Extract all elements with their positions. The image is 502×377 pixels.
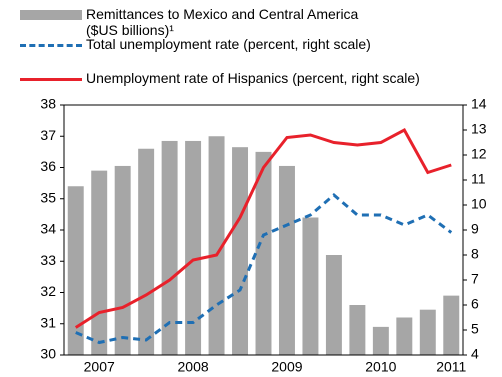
y-tick-label: 34 bbox=[40, 221, 56, 237]
bar bbox=[349, 305, 366, 355]
bar bbox=[419, 309, 436, 355]
x-tick-label: 2009 bbox=[271, 359, 302, 375]
bar bbox=[91, 170, 108, 355]
x-tick-label: 2010 bbox=[365, 359, 396, 375]
legend-swatch bbox=[20, 10, 82, 20]
y-tick-label: 31 bbox=[40, 314, 56, 330]
y2-tick-label: 11 bbox=[471, 171, 486, 187]
y2-tick-label: 8 bbox=[471, 246, 479, 262]
x-tick-label: 2008 bbox=[178, 359, 209, 375]
y-tick-label: 36 bbox=[40, 158, 56, 174]
bar bbox=[302, 217, 319, 355]
y2-tick-label: 4 bbox=[471, 346, 479, 362]
y2-tick-label: 12 bbox=[471, 146, 487, 162]
y2-tick-label: 14 bbox=[471, 96, 487, 112]
bar bbox=[372, 326, 389, 355]
bar bbox=[278, 165, 295, 355]
y2-tick-label: 13 bbox=[471, 121, 487, 137]
bar bbox=[208, 136, 225, 355]
bar bbox=[138, 148, 155, 355]
y2-tick-label: 10 bbox=[471, 196, 487, 212]
y-tick-label: 33 bbox=[40, 252, 56, 268]
bar bbox=[396, 317, 413, 355]
bar bbox=[255, 151, 272, 355]
bar bbox=[67, 186, 84, 355]
line bbox=[75, 193, 453, 345]
legend-label: Total unemployment rate (percent, right … bbox=[86, 36, 371, 52]
legend-label: Unemployment rate of Hispanics (percent,… bbox=[86, 70, 420, 86]
y-tick-label: 35 bbox=[40, 189, 56, 205]
x-tick-label: 2007 bbox=[84, 359, 115, 375]
x-tick-label: 2011 bbox=[436, 359, 466, 375]
legend-swatch bbox=[20, 78, 82, 81]
legend-label: Remittances to Mexico and Central Americ… bbox=[86, 6, 359, 38]
y2-tick-label: 7 bbox=[471, 271, 479, 287]
y-tick-label: 38 bbox=[40, 96, 56, 112]
y-tick-label: 37 bbox=[40, 127, 56, 143]
line bbox=[74, 127, 452, 329]
y2-tick-label: 6 bbox=[471, 296, 479, 312]
y2-tick-label: 9 bbox=[471, 221, 479, 237]
bar bbox=[185, 140, 202, 355]
bar bbox=[161, 140, 178, 355]
y-tick-label: 30 bbox=[40, 346, 56, 362]
y2-tick-label: 5 bbox=[471, 321, 479, 337]
y-tick-label: 32 bbox=[40, 283, 56, 299]
bar bbox=[443, 295, 460, 355]
bar bbox=[325, 255, 342, 355]
legend-swatch bbox=[20, 44, 82, 47]
bar bbox=[232, 147, 249, 355]
bar bbox=[114, 165, 131, 355]
